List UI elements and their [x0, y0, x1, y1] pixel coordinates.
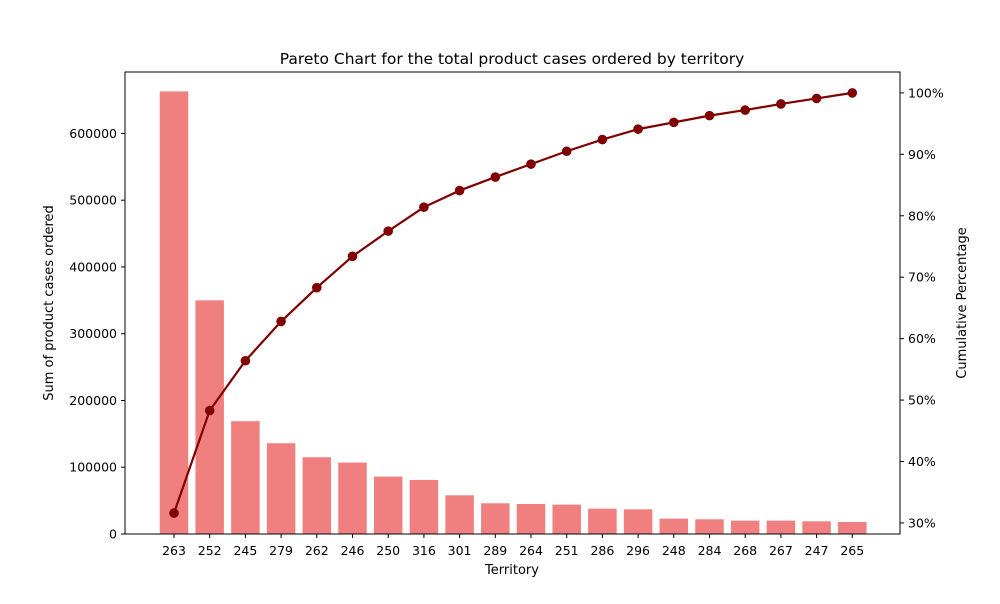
cumulative-point-247 — [811, 93, 822, 104]
cumulative-point-316 — [419, 202, 429, 212]
x-tick-label: 247 — [805, 543, 829, 558]
cumulative-point-268 — [740, 105, 750, 115]
cumulative-point-250 — [383, 226, 394, 236]
x-axis: 263 252 245 279 262 246 250 316 301 289 264 251 286 2… — [162, 534, 864, 558]
bar-284 — [695, 519, 724, 534]
x-tick-label: 301 — [448, 543, 472, 558]
y-tick-label: 600000 — [69, 126, 117, 141]
bar-301 — [445, 495, 474, 534]
x-tick-label: 250 — [376, 543, 400, 558]
bar-296 — [623, 509, 653, 534]
cumulative-point-264 — [526, 159, 536, 169]
x-axis-label: Territory — [484, 563, 539, 578]
right-y-axis: 30% 40% 50% 60% 70% 80% 90% 100% — [900, 85, 944, 530]
bar-246 — [338, 462, 367, 534]
x-tick-label: 252 — [198, 543, 222, 558]
bar-245 — [231, 421, 260, 534]
bar-265 — [838, 521, 867, 534]
cumulative-line-layer — [169, 88, 858, 518]
y-axis-label: Sum of product cases ordered — [42, 205, 57, 401]
bar-247 — [802, 521, 831, 534]
bar-252 — [195, 300, 224, 534]
x-tick-label: 268 — [733, 543, 757, 558]
cumulative-point-267 — [776, 99, 786, 109]
plot-frame — [124, 71, 901, 535]
cumulative-point-289 — [490, 172, 501, 182]
cumulative-point-245 — [240, 355, 251, 366]
x-tick-label: 296 — [626, 543, 650, 558]
bar-289 — [481, 503, 510, 534]
cumulative-point-265 — [847, 88, 858, 98]
cumulative-point-263 — [169, 508, 179, 518]
x-tick-label: 316 — [412, 543, 436, 558]
x-tick-label: 245 — [233, 543, 257, 558]
y2-tick-label: 80% — [908, 208, 936, 223]
cumulative-point-284 — [704, 110, 715, 121]
cumulative-point-251 — [561, 146, 572, 157]
y2-tick-label: 60% — [908, 331, 936, 346]
x-tick-label: 248 — [662, 543, 686, 558]
x-tick-label: 246 — [341, 543, 365, 558]
cumulative-point-246 — [347, 251, 358, 262]
y-tick-label: 400000 — [69, 259, 117, 274]
bar-316 — [409, 479, 439, 534]
x-tick-label: 264 — [519, 543, 543, 558]
x-tick-label: 262 — [305, 543, 329, 558]
cumulative-line — [172, 91, 853, 514]
bar-279 — [266, 443, 296, 534]
x-tick-label: 267 — [769, 543, 793, 558]
bar-268 — [730, 520, 760, 534]
x-tick-label: 265 — [840, 543, 864, 558]
y2-tick-label: 40% — [908, 454, 936, 469]
left-y-axis: 0 100000 200000 300000 400000 500000 600000 — [69, 126, 125, 542]
x-tick-label: 263 — [162, 543, 186, 558]
cumulative-point-286 — [597, 134, 608, 145]
bar-264 — [516, 503, 546, 534]
y-tick-label: 500000 — [69, 193, 117, 208]
cumulative-point-279 — [276, 316, 286, 327]
bar-251 — [552, 504, 581, 534]
cumulative-point-296 — [633, 124, 643, 134]
y2-tick-label: 70% — [908, 270, 936, 285]
x-tick-label: 286 — [590, 543, 614, 558]
bar-248 — [659, 518, 689, 534]
y2-axis-label: Cumulative Percentage — [955, 227, 970, 378]
x-tick-label: 284 — [698, 543, 722, 558]
y2-tick-label: 90% — [908, 147, 936, 162]
y2-tick-label: 50% — [908, 393, 936, 408]
y-tick-label: 200000 — [69, 393, 117, 408]
y2-tick-label: 30% — [908, 515, 936, 530]
bar-267 — [766, 520, 796, 534]
cumulative-point-252 — [204, 405, 215, 416]
cumulative-point-262 — [312, 282, 322, 293]
chart-title: Pareto Chart for the total product cases… — [280, 50, 745, 68]
x-tick-label: 289 — [483, 543, 507, 558]
bar-286 — [588, 508, 617, 534]
bar-263 — [159, 91, 189, 535]
bar-262 — [302, 457, 332, 534]
y-tick-label: 100000 — [69, 460, 117, 475]
y2-tick-label: 100% — [908, 85, 944, 100]
cumulative-point-301 — [454, 185, 465, 196]
bars-layer — [159, 91, 867, 535]
x-tick-label: 251 — [555, 543, 579, 558]
y-tick-label: 0 — [109, 527, 117, 542]
bar-250 — [373, 476, 403, 534]
y-tick-label: 300000 — [69, 326, 117, 341]
cumulative-point-248 — [669, 117, 679, 128]
x-tick-label: 279 — [269, 543, 293, 558]
